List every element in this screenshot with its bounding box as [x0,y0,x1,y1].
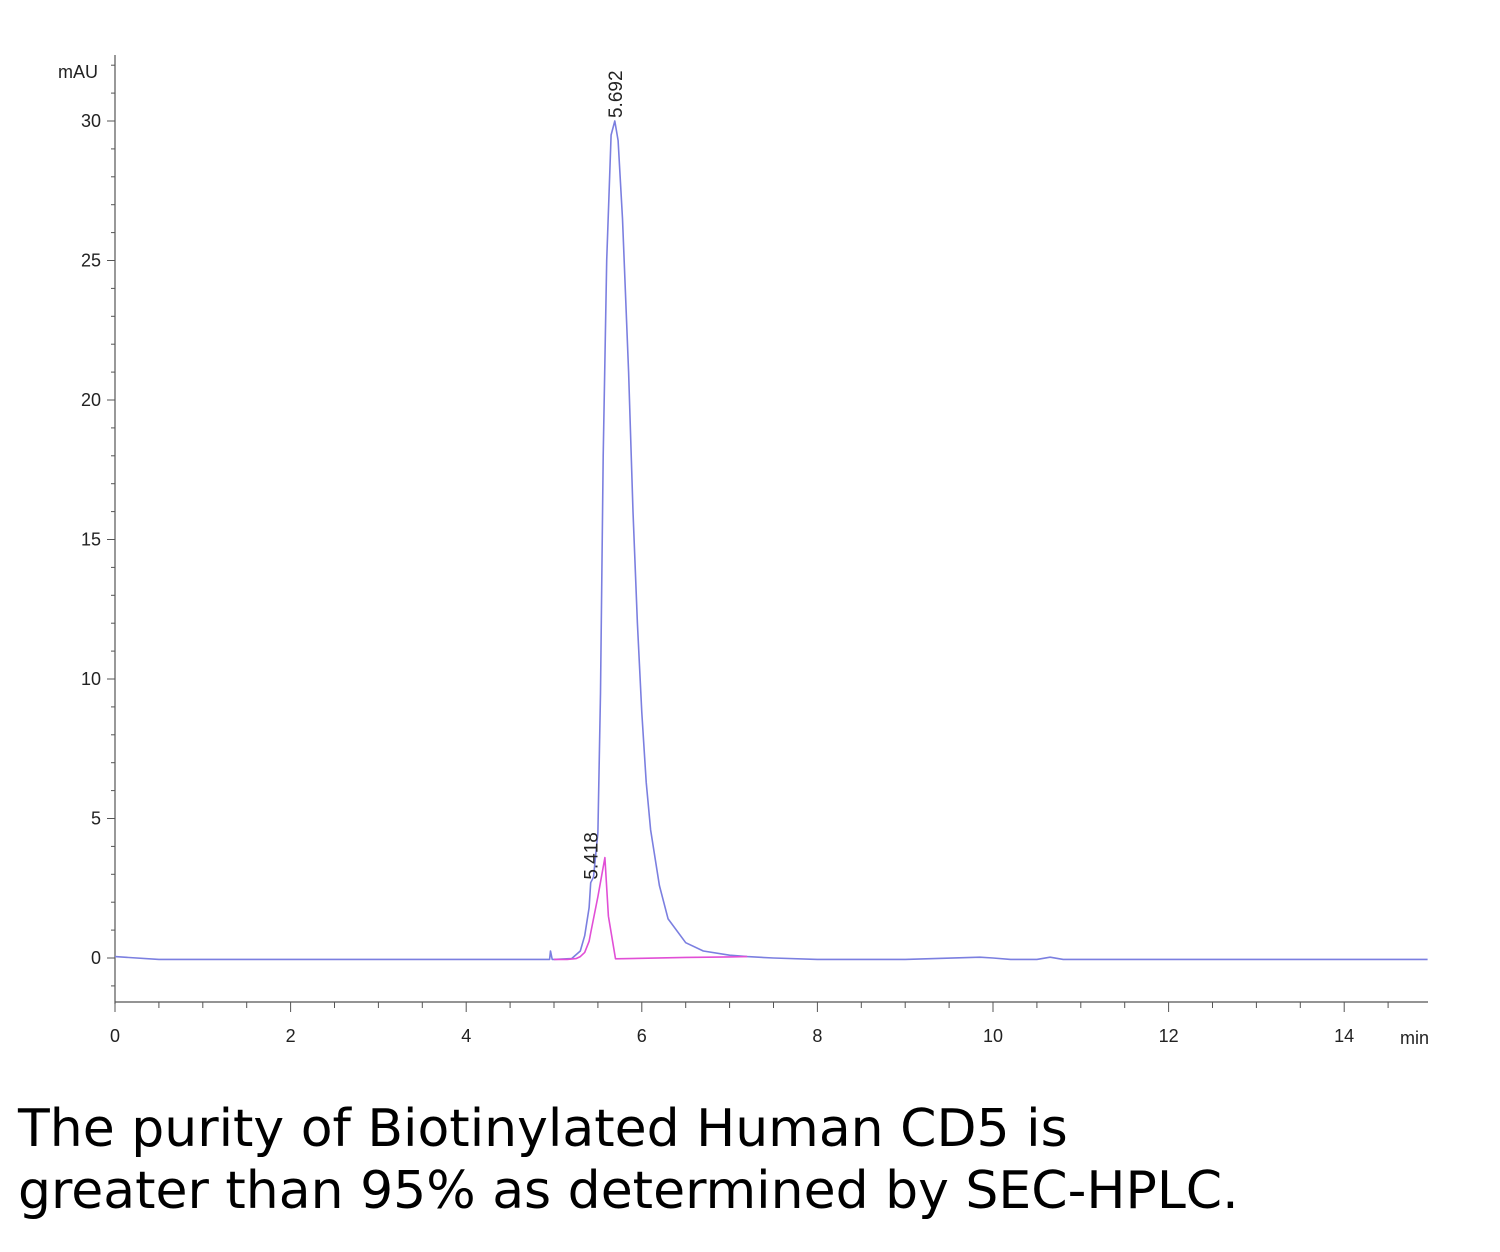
labels-layer: 5.692 5.418 [582,70,627,879]
x-tick-label: 14 [1334,1026,1354,1046]
y-tick-label: 15 [81,530,101,550]
caption-line-1: The purity of Biotinylated Human CD5 is [18,1099,1068,1159]
x-unit-label: min [1400,1028,1429,1048]
series-line-1 [114,120,1428,961]
y-unit-label: mAU [58,62,98,82]
y-tick-label: 0 [91,948,101,968]
x-tick-label: 8 [812,1026,822,1046]
y-tick-label: 20 [81,390,101,410]
chromatogram-chart: 0 5 10 15 20 25 30 mAU 0 2 4 6 8 10 12 14 min 5.692 5.418 [58,55,1429,1048]
peak-label-2: 5.418 [582,832,603,880]
series-layer [114,120,1428,961]
x-tick-label: 12 [1159,1026,1179,1046]
axes: 0 5 10 15 20 25 30 mAU 0 2 4 6 8 10 12 14 min [58,55,1429,1048]
y-tick-label: 10 [81,669,101,689]
x-tick-label: 4 [461,1026,471,1046]
x-tick-label: 6 [637,1026,647,1046]
y-tick-label: 5 [91,809,101,829]
y-tick-label: 25 [81,251,101,271]
caption-line-2: greater than 95% as determined by SEC-HP… [18,1161,1239,1221]
series-line-2 [554,856,748,961]
figure-caption: The purity of Biotinylated Human CD5 is … [18,1098,1478,1222]
x-tick-label: 2 [286,1026,296,1046]
x-tick-label: 0 [110,1026,120,1046]
y-tick-label: 30 [81,111,101,131]
x-tick-label: 10 [983,1026,1003,1046]
chromatogram-svg: 0 5 10 15 20 25 30 mAU 0 2 4 6 8 10 12 14 min 5.692 5.418 [58,55,1429,1048]
peak-label-1: 5.692 [606,70,627,118]
